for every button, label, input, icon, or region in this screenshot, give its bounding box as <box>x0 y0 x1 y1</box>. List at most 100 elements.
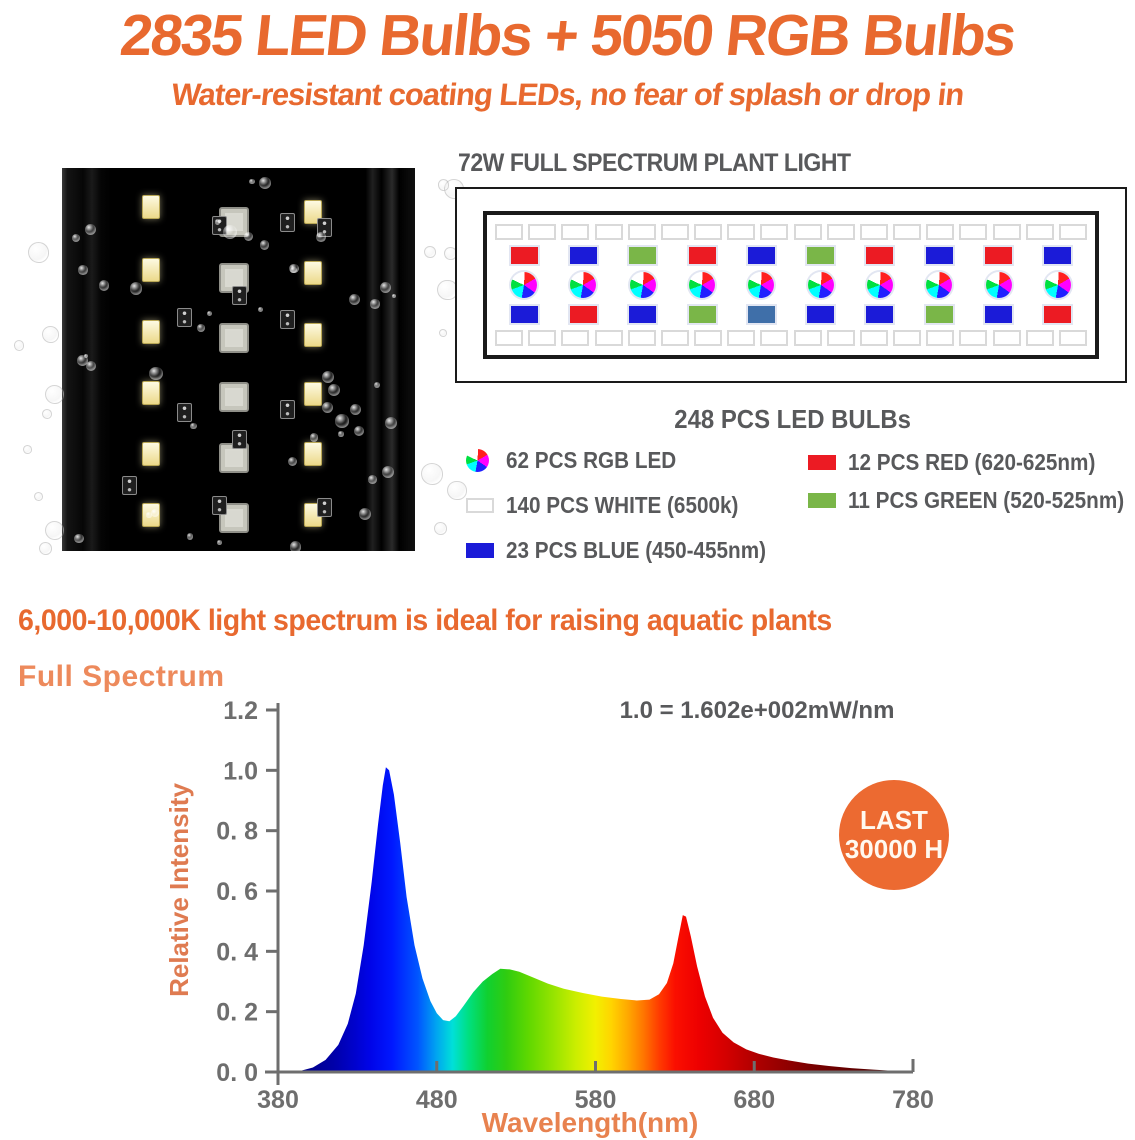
rgb-led-circle <box>985 271 1012 298</box>
white-led-cell <box>760 223 789 240</box>
water-droplet <box>374 382 381 389</box>
smd-component-chip <box>317 218 332 237</box>
led-2835-white <box>142 320 160 344</box>
white-led-cell <box>727 330 756 347</box>
water-droplet-faint <box>424 246 436 259</box>
page-title: 2835 LED Bulbs + 5050 RGB Bulbs <box>117 3 1018 68</box>
red-led-cell <box>570 305 598 323</box>
x-tick-label: 680 <box>733 1086 775 1114</box>
water-droplet <box>321 370 334 383</box>
water-droplet <box>328 383 341 396</box>
water-droplet <box>259 240 270 250</box>
diagram-title: 72W FULL SPECTRUM PLANT LIGHT <box>458 149 885 178</box>
white-led-cell <box>926 223 955 240</box>
led-light-bar <box>62 168 415 553</box>
green-led-cell <box>807 247 835 265</box>
rgb-led-circle <box>1044 271 1071 298</box>
legend-column-left: 62 PCS RGB LED 140 PCS WHITE (6500k) 23 PC… <box>466 446 795 564</box>
water-droplet <box>85 224 97 236</box>
legend-item: 23 PCS BLUE (450-455nm) <box>466 536 795 564</box>
blue-led-cell <box>866 305 894 323</box>
water-droplet-faint <box>13 340 25 351</box>
white-led-cell <box>893 330 922 347</box>
green-led-cell <box>925 305 953 323</box>
led-row-color-bottom <box>495 305 1087 323</box>
water-droplet <box>290 266 297 273</box>
led-2835-white <box>304 442 322 466</box>
water-droplet-faint <box>33 492 43 501</box>
red-swatch-icon <box>808 454 836 470</box>
water-droplet <box>149 366 163 381</box>
white-led-cell <box>992 223 1021 240</box>
water-droplet-faint <box>41 408 52 420</box>
smd-component-chip <box>122 476 137 495</box>
blue-led-cell <box>925 247 953 265</box>
water-droplet-faint <box>23 445 32 454</box>
led-5050-rgb <box>219 382 249 412</box>
x-tick-label: 480 <box>416 1086 458 1114</box>
white-led-cell <box>528 223 557 240</box>
water-droplet <box>385 416 398 429</box>
smd-component-chip <box>280 213 295 232</box>
white-led-cell <box>1058 223 1087 240</box>
legend-item: 11 PCS GREEN (520-525nm) <box>808 486 1135 514</box>
smd-component-chip <box>317 498 332 517</box>
legend-item-label: 23 PCS BLUE (450-455nm) <box>506 536 767 563</box>
white-led-cell <box>660 223 689 240</box>
water-droplet <box>259 176 272 189</box>
red-led-cell <box>1043 305 1071 323</box>
water-droplet <box>129 282 143 295</box>
red-led-cell <box>688 247 716 265</box>
water-droplet <box>287 456 297 466</box>
x-axis-label: Wavelength(nm) <box>482 1107 699 1138</box>
led-2835-white <box>142 195 160 219</box>
water-droplet <box>381 466 395 479</box>
green-led-cell <box>688 305 716 323</box>
x-tick-label: 780 <box>892 1086 934 1114</box>
product-photo-led-bar <box>8 163 467 561</box>
rgb-led-icon <box>466 448 489 472</box>
legend-item-label: 12 PCS RED (620-625nm) <box>848 448 1096 475</box>
rgb-led-circle <box>511 271 537 298</box>
legend-item-label: 62 PCS RGB LED <box>506 446 677 473</box>
blue-led-cell <box>807 305 835 323</box>
white-led-cell <box>826 223 855 240</box>
y-tick-label: 0. 0 <box>216 1059 258 1087</box>
white-led-cell <box>893 223 922 240</box>
blue-swatch-icon <box>466 542 494 558</box>
chart-axes <box>265 703 915 1085</box>
led-panel-inner-box <box>483 211 1099 359</box>
smd-component-chip <box>177 308 192 327</box>
water-droplet <box>368 475 377 485</box>
water-droplet <box>290 541 302 553</box>
water-droplet <box>349 403 361 415</box>
legend-heading: 248 PCS LED BULBs <box>455 404 1131 435</box>
green-led-cell <box>629 247 657 265</box>
legend-column-right: 12 PCS RED (620-625nm) 11 PCS GREEN (520-… <box>808 448 1135 514</box>
water-droplet <box>379 281 391 293</box>
water-droplet <box>78 265 88 275</box>
y-axis-label: Relative Intensity <box>164 783 194 997</box>
water-droplet <box>71 233 81 243</box>
white-led-cell <box>660 330 689 347</box>
led-5050-rgb <box>219 503 249 533</box>
led-2835-white <box>304 382 322 406</box>
water-droplet <box>214 219 221 225</box>
white-led-cell <box>528 330 557 347</box>
white-led-cell <box>1025 330 1054 347</box>
water-droplet-faint <box>27 241 49 263</box>
water-droplet <box>335 414 349 428</box>
water-droplet <box>222 225 237 240</box>
water-droplet <box>349 294 361 306</box>
water-droplet <box>370 299 380 309</box>
blue-led-cell <box>1043 247 1071 265</box>
water-droplet <box>257 307 263 313</box>
led-2835-white <box>142 258 160 282</box>
smd-component-chip <box>232 430 247 449</box>
white-led-cell <box>627 223 656 240</box>
white-led-cell <box>694 223 723 240</box>
white-led-cell <box>594 223 623 240</box>
green-swatch-icon <box>808 492 836 508</box>
white-led-cell <box>859 330 888 347</box>
